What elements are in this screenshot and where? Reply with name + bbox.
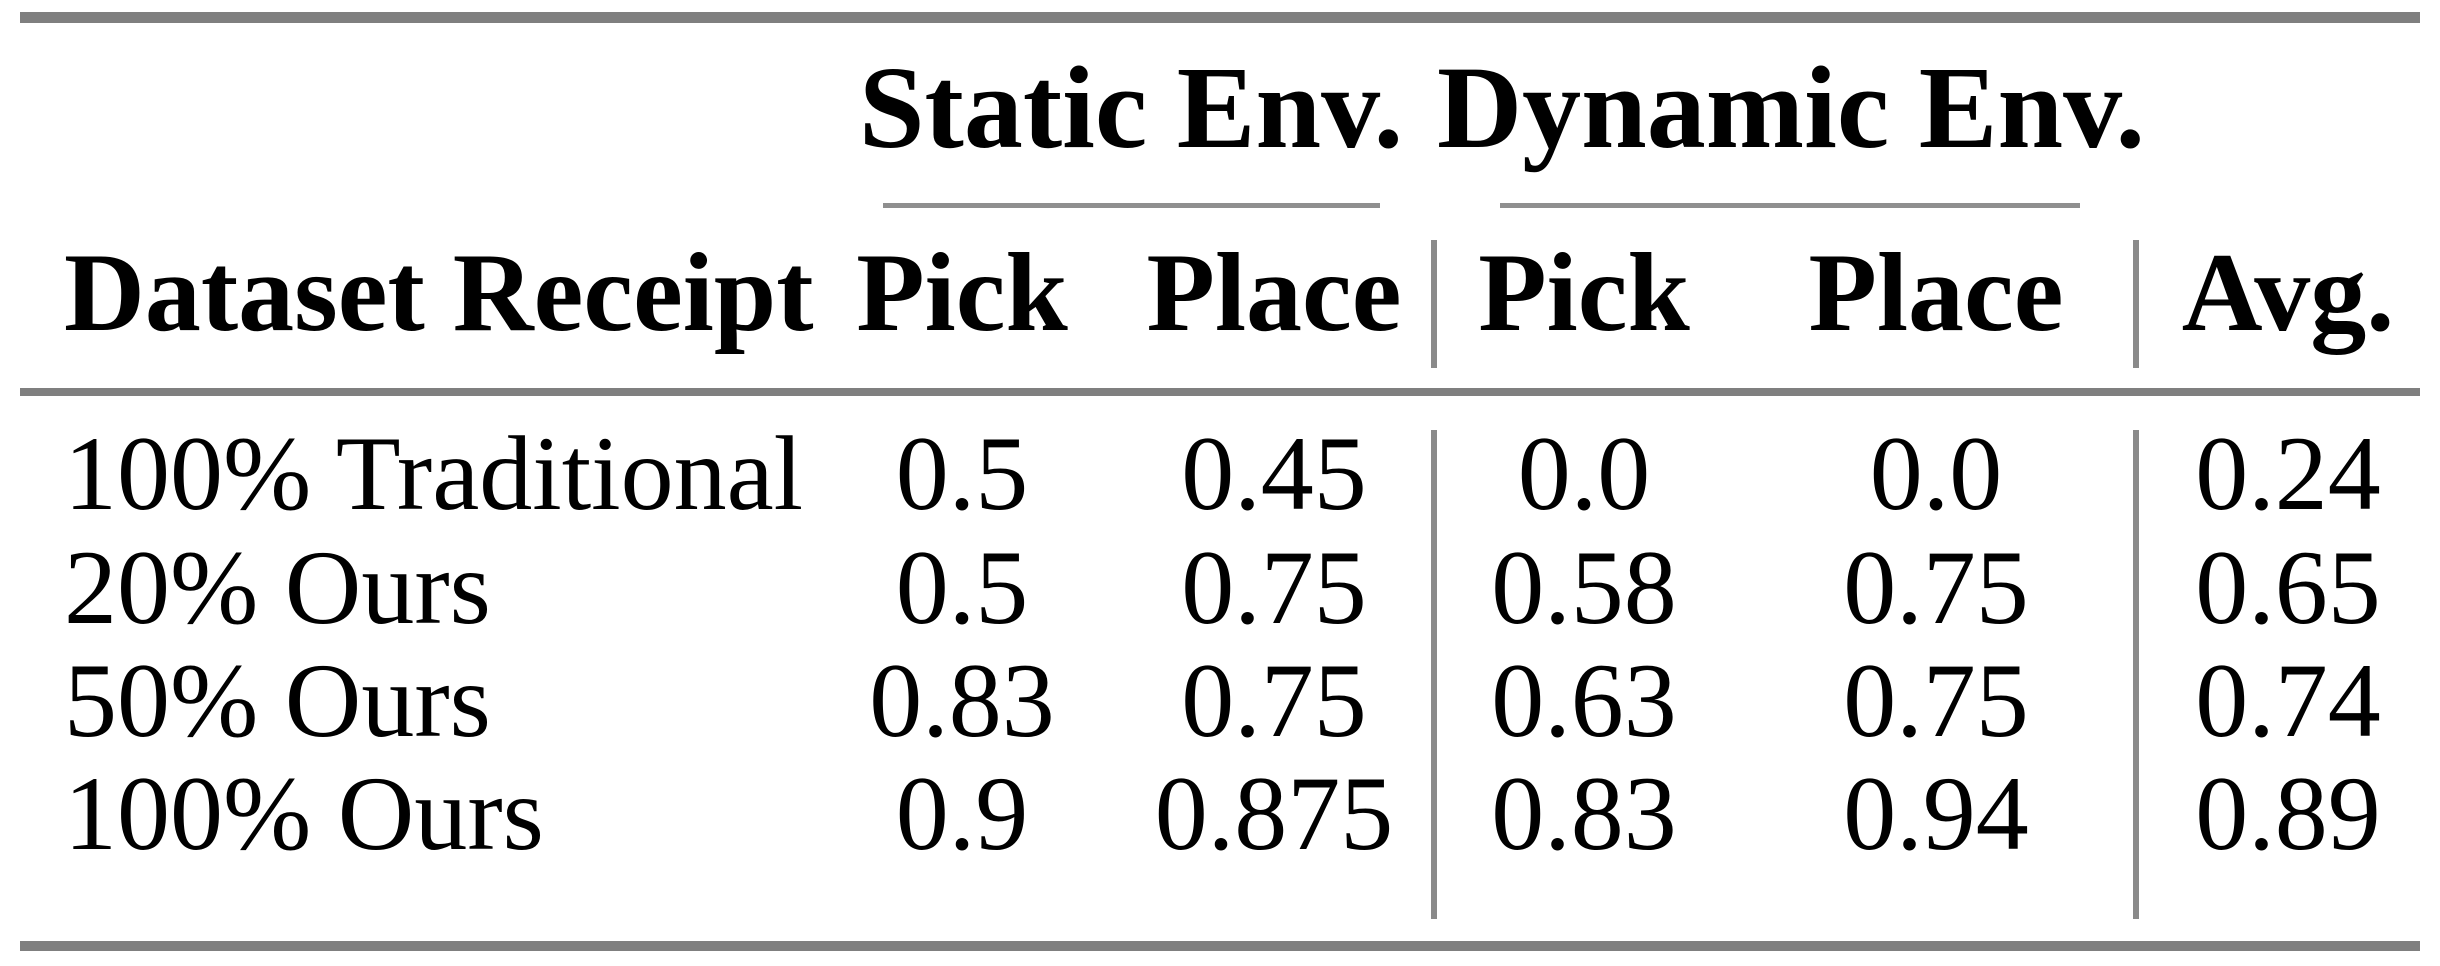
table-cell: 0.0 — [1869, 415, 2003, 532]
table-cell: 0.75 — [1181, 529, 1367, 646]
table-cell: 0.0 — [1517, 415, 1651, 532]
column-separator-2-header — [2133, 240, 2139, 368]
table-cell: 0.875 — [1154, 755, 1394, 872]
row-label: 20% Ours — [64, 529, 491, 646]
column-header-dynamic-place: Place — [1808, 231, 2064, 355]
table-cell: 0.63 — [1491, 642, 1677, 759]
column-header-dynamic-pick: Pick — [1478, 231, 1690, 355]
table-cell: 0.5 — [895, 415, 1029, 532]
table-cell: 0.83 — [869, 642, 1055, 759]
table-cell: 0.83 — [1491, 755, 1677, 872]
column-separator-1-header — [1431, 240, 1437, 368]
row-label: 100% Ours — [64, 755, 544, 872]
bottom-rule — [20, 941, 2420, 951]
table-cell: 0.9 — [895, 755, 1029, 872]
column-separator-2-body — [2133, 430, 2139, 919]
table-cell: 0.94 — [1843, 755, 2029, 872]
static-env-underline — [883, 203, 1380, 208]
column-header-static-pick: Pick — [856, 231, 1068, 355]
table-cell: 0.45 — [1181, 415, 1367, 532]
column-header-static-place: Place — [1146, 231, 1402, 355]
table-cell: 0.58 — [1491, 529, 1677, 646]
dynamic-env-underline — [1500, 203, 2080, 208]
table-cell: 0.74 — [2195, 642, 2381, 759]
table-cell: 0.75 — [1843, 529, 2029, 646]
top-rule — [20, 12, 2420, 23]
dynamic-env-group-header: Dynamic Env. — [1436, 42, 2146, 173]
column-header-dataset-receipt: Dataset Receipt — [64, 231, 814, 355]
table-cell: 0.5 — [895, 529, 1029, 646]
row-label: 100% Traditional — [64, 415, 804, 532]
column-header-avg: Avg. — [2181, 231, 2395, 355]
table-cell: 0.24 — [2195, 415, 2381, 532]
table-cell: 0.65 — [2195, 529, 2381, 646]
row-label: 50% Ours — [64, 642, 491, 759]
table-cell: 0.75 — [1181, 642, 1367, 759]
column-separator-1-body — [1431, 430, 1437, 919]
table-cell: 0.89 — [2195, 755, 2381, 872]
static-env-group-header: Static Env. — [858, 42, 1404, 173]
table-cell: 0.75 — [1843, 642, 2029, 759]
header-divider-rule — [20, 388, 2420, 396]
